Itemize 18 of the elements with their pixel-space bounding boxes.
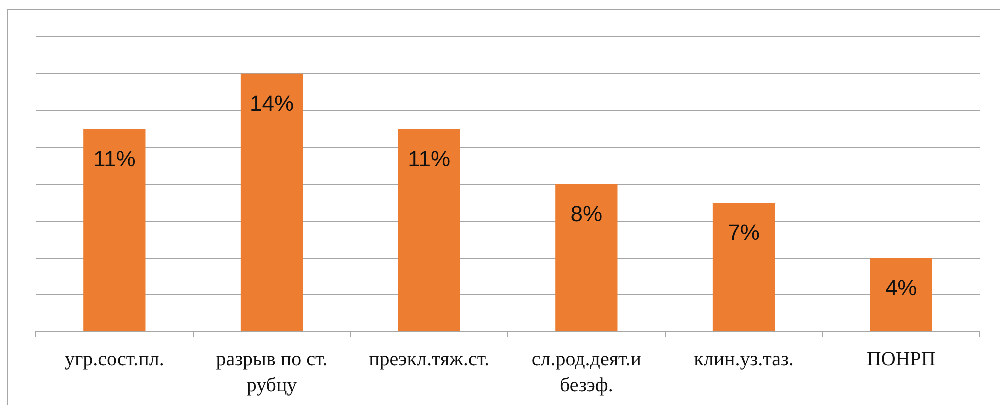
x-tick-label: ПОНРП <box>866 348 936 370</box>
bar <box>556 184 618 332</box>
x-tick-label: преэкл.тяж.ст. <box>369 348 490 370</box>
bar <box>398 129 460 332</box>
x-tick-label: разрыв по ст. рубцу <box>216 348 328 396</box>
bar <box>240 74 304 332</box>
data-label: 8% <box>570 202 603 227</box>
bar <box>84 129 146 332</box>
data-label: 11% <box>408 146 451 172</box>
data-label: 14% <box>250 90 294 116</box>
x-tick-label: сл.род.деят.и безэф. <box>532 348 642 396</box>
data-label: 7% <box>728 220 760 245</box>
data-label: 4% <box>885 275 918 300</box>
data-label: 11% <box>93 146 136 172</box>
bar <box>712 202 776 332</box>
x-tick-label: клин.уз.таз. <box>694 348 794 370</box>
x-tick-label: угр.сост.пл. <box>64 348 164 370</box>
bar <box>870 258 932 332</box>
